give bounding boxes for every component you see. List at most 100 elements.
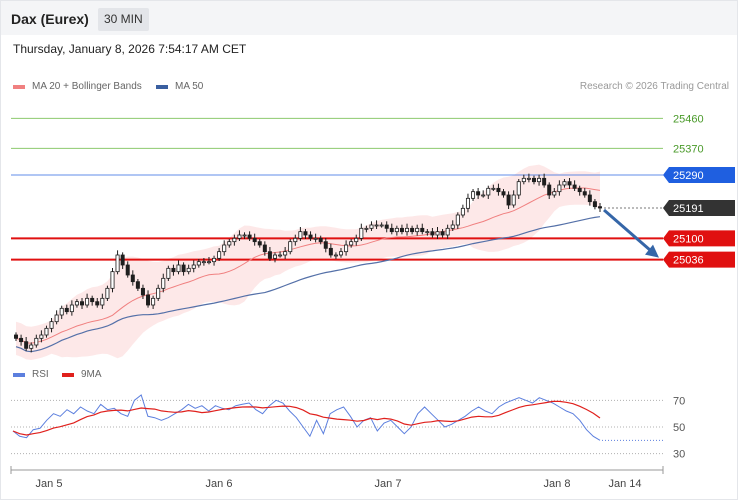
candle-body <box>496 187 501 193</box>
candle-body <box>257 241 262 246</box>
candle-body <box>267 251 272 259</box>
candle-body <box>567 181 572 186</box>
legend-rsi-ma-label: 9MA <box>81 369 102 380</box>
candle-body <box>333 254 338 257</box>
candle-body <box>491 187 496 190</box>
legend-ma20: MA 20 + Bollinger Bands <box>13 81 142 92</box>
candle-body <box>328 247 333 256</box>
rsi-tick-50: 50 <box>673 422 685 434</box>
chart-header: Dax (Eurex) 30 MIN <box>1 1 737 35</box>
candle-body <box>349 241 354 246</box>
forecast-arrow-shaft <box>603 208 654 254</box>
candle-body <box>460 207 465 216</box>
legend-ma50: MA 50 <box>156 81 203 92</box>
x-tick-label-jan-5: Jan 5 <box>36 478 63 490</box>
rsi-ma-swatch <box>62 372 74 377</box>
candle-body <box>323 241 328 249</box>
candle-body <box>313 237 318 240</box>
candle-body <box>308 234 313 239</box>
candle-body <box>526 177 531 180</box>
candle-body <box>227 241 232 246</box>
candle-body <box>49 321 54 329</box>
datetime-label: Thursday, January 8, 2026 7:54:17 AM CET <box>13 42 247 56</box>
candle-body <box>140 287 145 296</box>
candle-body <box>283 251 288 256</box>
legend-rsi-ma: 9MA <box>62 369 102 380</box>
candle-body <box>120 254 125 266</box>
candle-body <box>64 307 69 313</box>
candle-body <box>369 224 374 229</box>
legend-ma20-label: MA 20 + Bollinger Bands <box>32 81 142 92</box>
candle-body <box>547 184 552 196</box>
rsi-tick-70: 70 <box>673 395 685 407</box>
candle-body <box>521 177 526 183</box>
level-label-25370: 25370 <box>673 143 704 155</box>
rsi-swatch <box>13 372 25 377</box>
candle-body <box>85 297 90 306</box>
candle-body <box>125 264 130 276</box>
ma50-swatch <box>156 84 168 89</box>
candle-body <box>420 227 425 233</box>
candle-body <box>135 281 140 289</box>
candle-body <box>29 344 34 349</box>
candle-body <box>465 197 470 209</box>
candle-body <box>471 191 476 199</box>
symbol-title: Dax (Eurex) <box>11 11 89 27</box>
candle-body <box>252 237 257 243</box>
candle-body <box>171 267 176 273</box>
candle-body <box>69 304 74 313</box>
candle-body <box>430 231 435 236</box>
candle-body <box>394 227 399 233</box>
candle-body <box>100 297 105 306</box>
candle-body <box>161 277 166 289</box>
forecast-arrow-head <box>645 244 659 258</box>
level-label-25460: 25460 <box>673 113 704 125</box>
candle-body <box>34 337 39 346</box>
level-label-25191: 25191 <box>673 203 704 215</box>
level-tag-25290 <box>663 167 735 183</box>
bollinger-band <box>16 164 600 360</box>
candle-body <box>206 261 211 264</box>
candle-body <box>80 301 85 306</box>
candle-body <box>19 337 24 343</box>
candle-body <box>511 194 516 206</box>
candle-body <box>339 251 344 256</box>
candle-body <box>151 297 156 306</box>
candle-body <box>90 297 95 303</box>
candle-body <box>542 177 547 186</box>
candle-body <box>303 231 308 236</box>
candle-body <box>74 301 79 306</box>
candle-body <box>186 267 191 273</box>
candle-body <box>181 264 186 273</box>
candle-body <box>425 231 430 234</box>
candle-body <box>481 194 486 197</box>
candle-body <box>531 177 536 183</box>
candle-body <box>166 267 171 279</box>
legend-rsi-label: RSI <box>32 369 49 380</box>
candle-body <box>39 334 44 339</box>
candle-body <box>384 224 389 229</box>
candle-body <box>59 307 64 316</box>
candle-body <box>537 177 542 183</box>
candle-body <box>293 237 298 243</box>
level-label-25100: 25100 <box>673 233 704 245</box>
candle-body <box>201 261 206 264</box>
candle-body <box>212 257 217 263</box>
candle-body <box>557 184 562 193</box>
candle-body <box>445 227 450 236</box>
ma50-line <box>15 216 601 353</box>
candle-body <box>242 234 247 237</box>
candle-body <box>435 231 440 236</box>
candle-body <box>344 244 349 253</box>
candle-body <box>196 261 201 266</box>
candle-body <box>115 254 120 273</box>
candle-body <box>54 314 59 323</box>
candle-body <box>374 224 379 227</box>
candle-body <box>176 264 181 273</box>
candle-body <box>110 271 115 289</box>
timeframe-button[interactable]: 30 MIN <box>98 8 149 31</box>
candle-body <box>455 214 460 226</box>
candle-body <box>298 231 303 239</box>
level-label-25036: 25036 <box>673 255 704 267</box>
